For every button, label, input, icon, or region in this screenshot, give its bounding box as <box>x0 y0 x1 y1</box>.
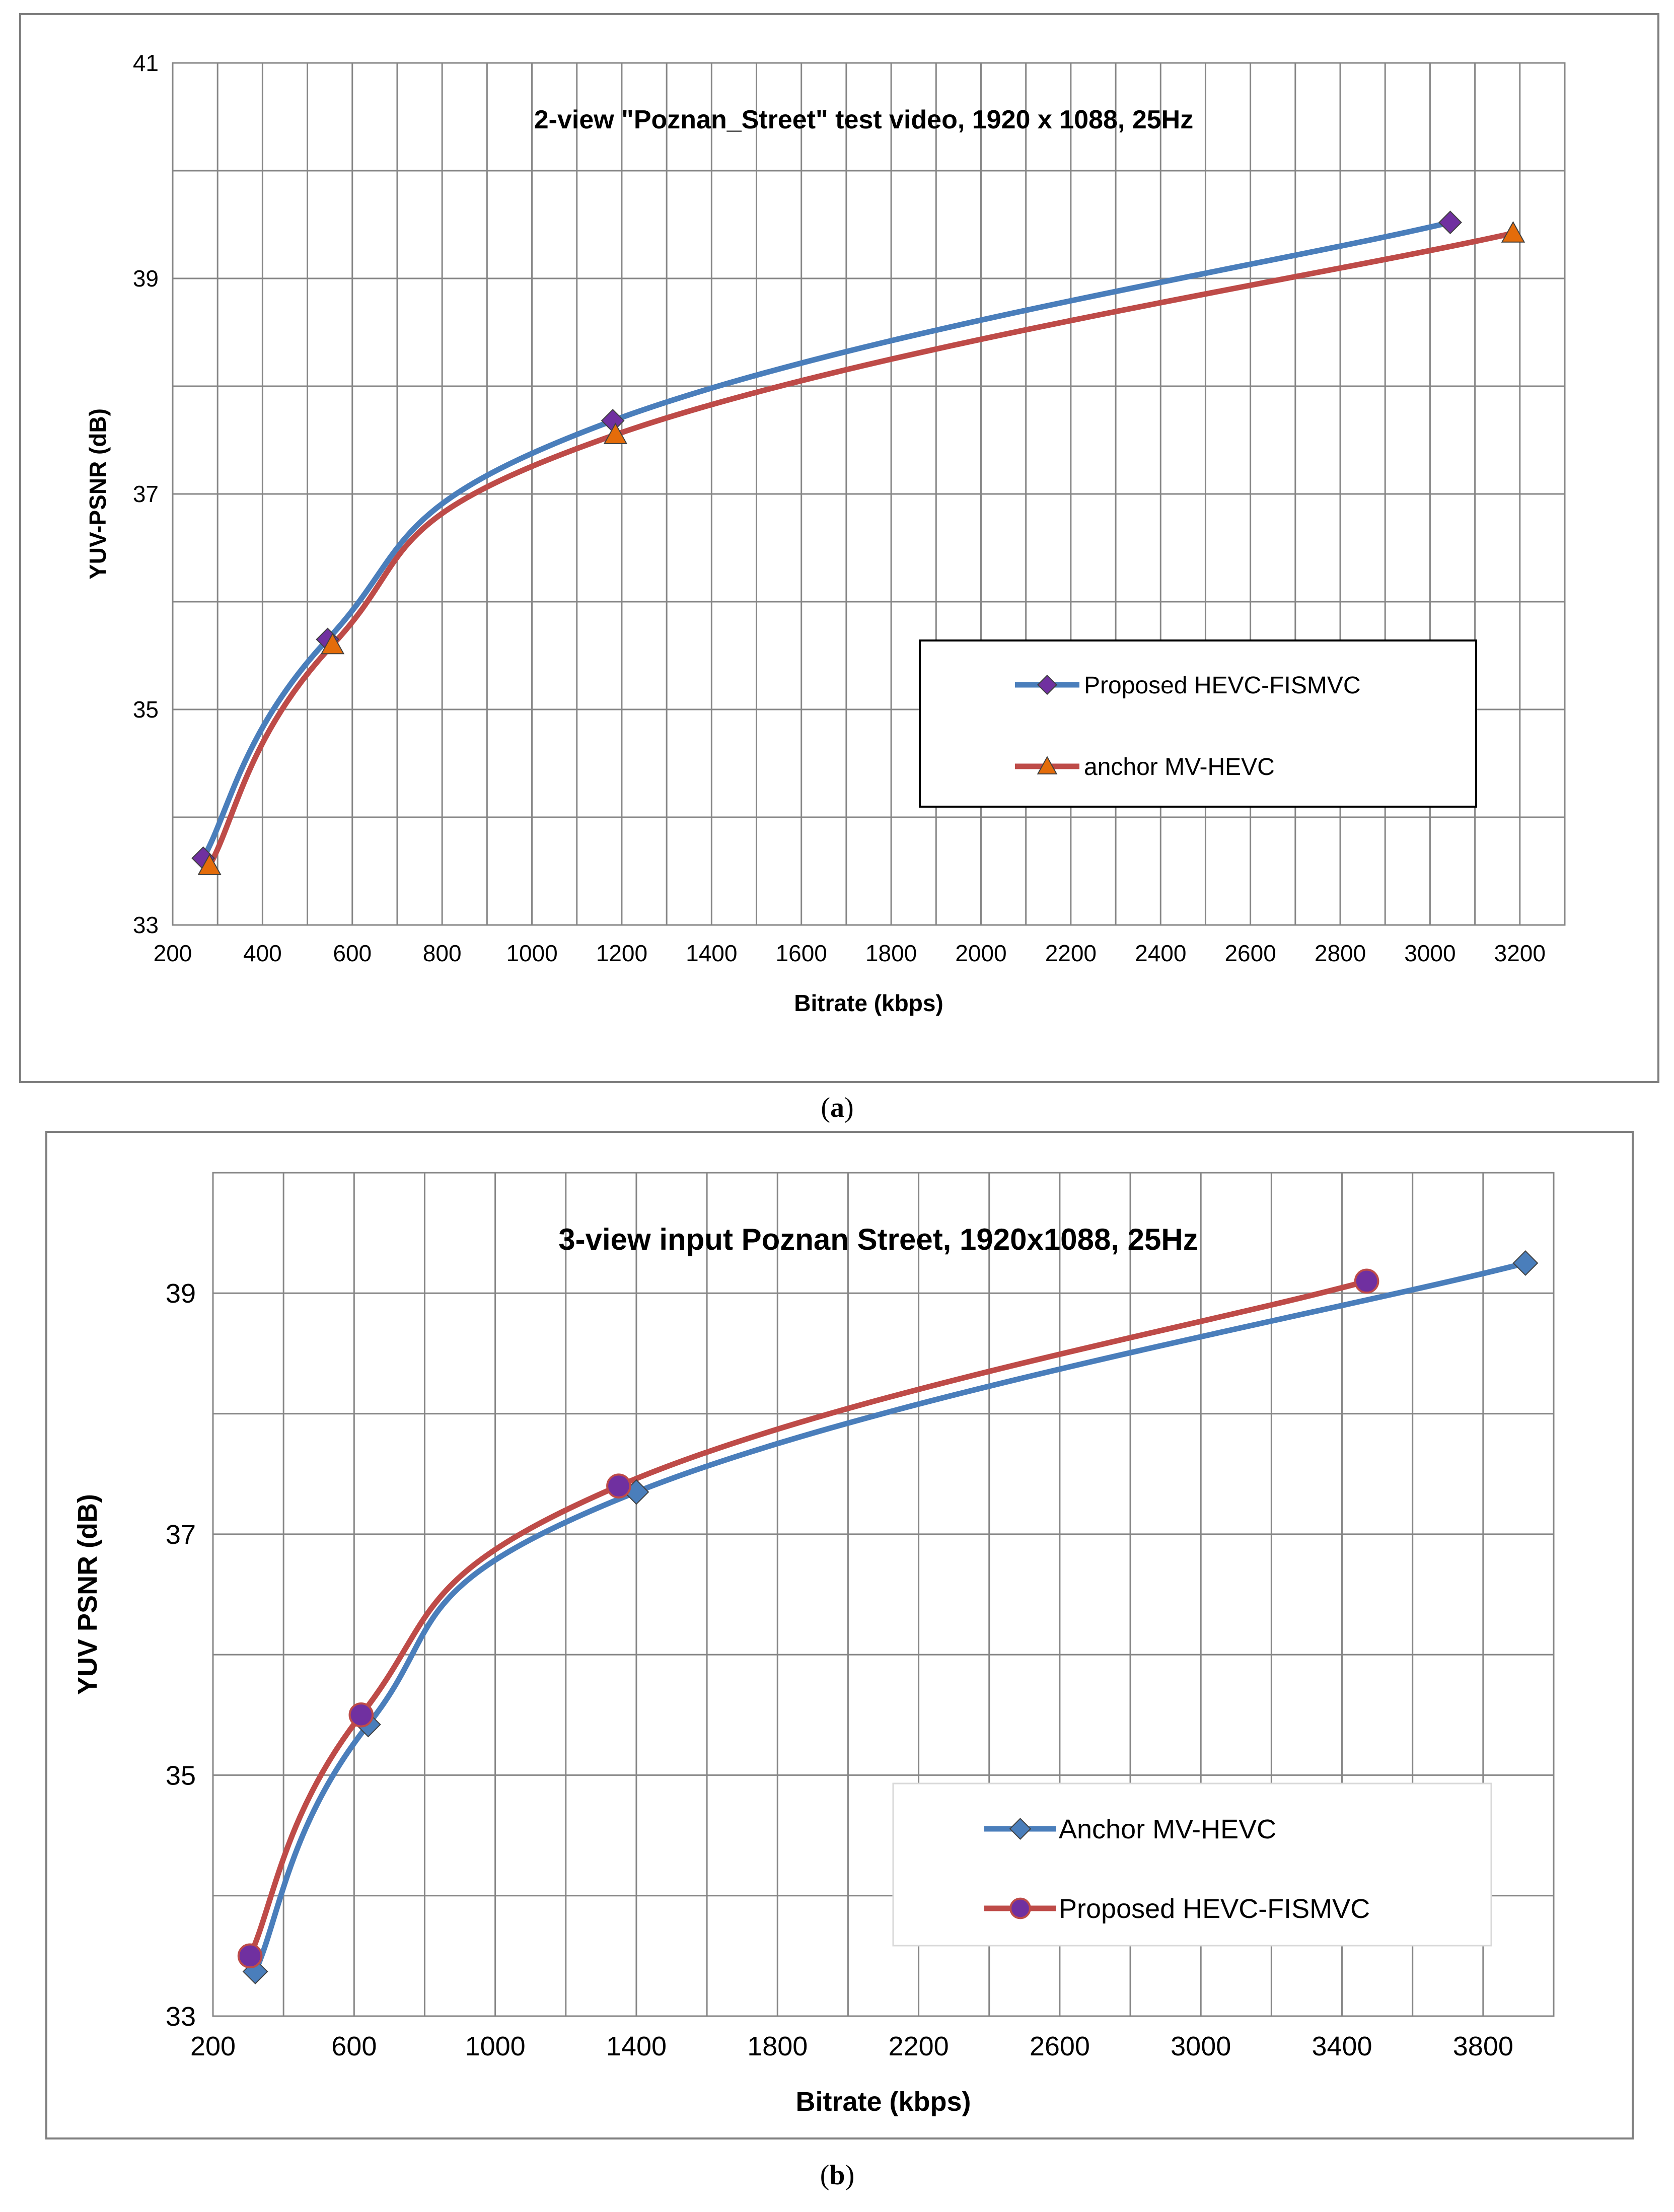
caption-b-letter: b <box>829 2160 845 2191</box>
chart-a-xtick-label: 600 <box>333 940 372 966</box>
chart-a-legend-label-0: Proposed HEVC-FISMVC <box>1084 672 1361 699</box>
chart-a-legend-marker-1 <box>1037 756 1058 774</box>
chart-b-ytick-label: 35 <box>166 1760 196 1791</box>
chart-a-xtick-label: 400 <box>243 940 282 966</box>
chart-a-series-1-point <box>1501 221 1525 243</box>
caption-b: (b) <box>787 2159 888 2191</box>
chart-a-xtick-label: 1400 <box>686 940 737 966</box>
chart-b-xtick-label: 2200 <box>889 2031 949 2061</box>
chart-b-xtick-label: 1000 <box>465 2031 526 2061</box>
chart-a-legend-marker-0 <box>1037 674 1058 695</box>
chart-b-xtick-label: 3800 <box>1453 2031 1513 2061</box>
chart-a-series-1-point <box>603 422 628 444</box>
chart-a-xtick-label: 2600 <box>1224 940 1276 966</box>
chart-b-xtick-label: 600 <box>331 2031 377 2061</box>
chart-b-legend-marker-1 <box>1009 1897 1031 1919</box>
chart-a-series-1-line <box>206 230 1516 869</box>
chart-a-xlabel: Bitrate (kbps) <box>794 990 943 1016</box>
chart-b-series-0-point <box>1512 1250 1539 1276</box>
chart-a-xtick-label: 2800 <box>1315 940 1366 966</box>
chart-a-xtick-label: 3000 <box>1404 940 1455 966</box>
caption-a: (a) <box>787 1092 888 1124</box>
chart-b-xtick-label: 200 <box>190 2031 236 2061</box>
chart-a-xtick-label: 1600 <box>776 940 827 966</box>
chart-a-ytick-label: 37 <box>133 481 159 507</box>
chart-b-xtick-label: 1400 <box>606 2031 667 2061</box>
chart-a-xtick-label: 2200 <box>1045 940 1097 966</box>
chart-b-ytick-label: 33 <box>166 2002 196 2032</box>
caption-b-open: ( <box>820 2160 830 2191</box>
chart-a-series-1-point <box>197 853 222 875</box>
chart-a-series-0-line <box>200 220 1453 861</box>
chart-b-xtick-label: 2600 <box>1030 2031 1090 2061</box>
chart-a-xtick-label: 800 <box>423 940 462 966</box>
chart-b-series-1-point <box>237 1943 263 1969</box>
chart-a-xtick-label: 200 <box>154 940 192 966</box>
chart-a-ytick-label: 35 <box>133 696 159 723</box>
chart-a-ytick-label: 33 <box>133 912 159 938</box>
caption-b-close: ) <box>845 2160 855 2191</box>
chart-a-ytick-label: 39 <box>133 265 159 292</box>
caption-a-close: ) <box>844 1092 854 1123</box>
chart-b-plot-area <box>212 1172 1555 2017</box>
chart-b-series-1-point <box>348 1702 374 1728</box>
caption-a-letter: a <box>830 1092 844 1123</box>
chart-a-title: 2-view "Poznan_Street" test video, 1920 … <box>534 105 1193 134</box>
chart-a-series-0-point <box>1438 210 1462 235</box>
chart-b-series-1-point <box>606 1473 631 1499</box>
chart-b-title: 3-view input Poznan Street, 1920x1088, 2… <box>558 1223 1198 1256</box>
chart-b-xtick-label: 3400 <box>1312 2031 1372 2061</box>
chart-b-legend-label-0: Anchor MV-HEVC <box>1059 1814 1276 1844</box>
chart-a-ytick-label: 41 <box>133 50 159 76</box>
chart-b-ytick-label: 37 <box>166 1520 196 1550</box>
chart-b-xlabel: Bitrate (kbps) <box>795 2087 971 2117</box>
chart-b-ylabel: YUV PSNR (dB) <box>72 1494 103 1695</box>
chart-b-series-0-line <box>252 1260 1529 1974</box>
chart-panel-a <box>19 13 1659 1083</box>
caption-a-open: ( <box>821 1092 830 1123</box>
chart-b-xtick-label: 3000 <box>1171 2031 1231 2061</box>
chart-b-legend-marker-0 <box>1009 1818 1032 1840</box>
chart-a-ylabel: YUV-PSNR (dB) <box>85 408 111 580</box>
chart-a-series-1-point <box>320 632 345 655</box>
chart-a-xtick-label: 2400 <box>1135 940 1186 966</box>
chart-a-xtick-label: 2000 <box>955 940 1006 966</box>
chart-a-legend-label-1: anchor MV-HEVC <box>1084 754 1275 780</box>
chart-b-legend-label-1: Proposed HEVC-FISMVC <box>1059 1894 1370 1924</box>
chart-a-xtick-label: 1800 <box>865 940 917 966</box>
chart-a-legend <box>919 639 1477 808</box>
chart-a-xtick-label: 3200 <box>1494 940 1546 966</box>
chart-b-legend <box>892 1782 1492 1947</box>
chart-a-xtick-label: 1200 <box>596 940 647 966</box>
chart-b-ytick-label: 39 <box>166 1278 196 1309</box>
chart-b-series-1-line <box>247 1278 1370 1959</box>
chart-a-plot-area <box>172 62 1566 926</box>
chart-a-xtick-label: 1000 <box>506 940 557 966</box>
chart-b-xtick-label: 1800 <box>747 2031 808 2061</box>
chart-b-series-1-point <box>1354 1268 1379 1294</box>
